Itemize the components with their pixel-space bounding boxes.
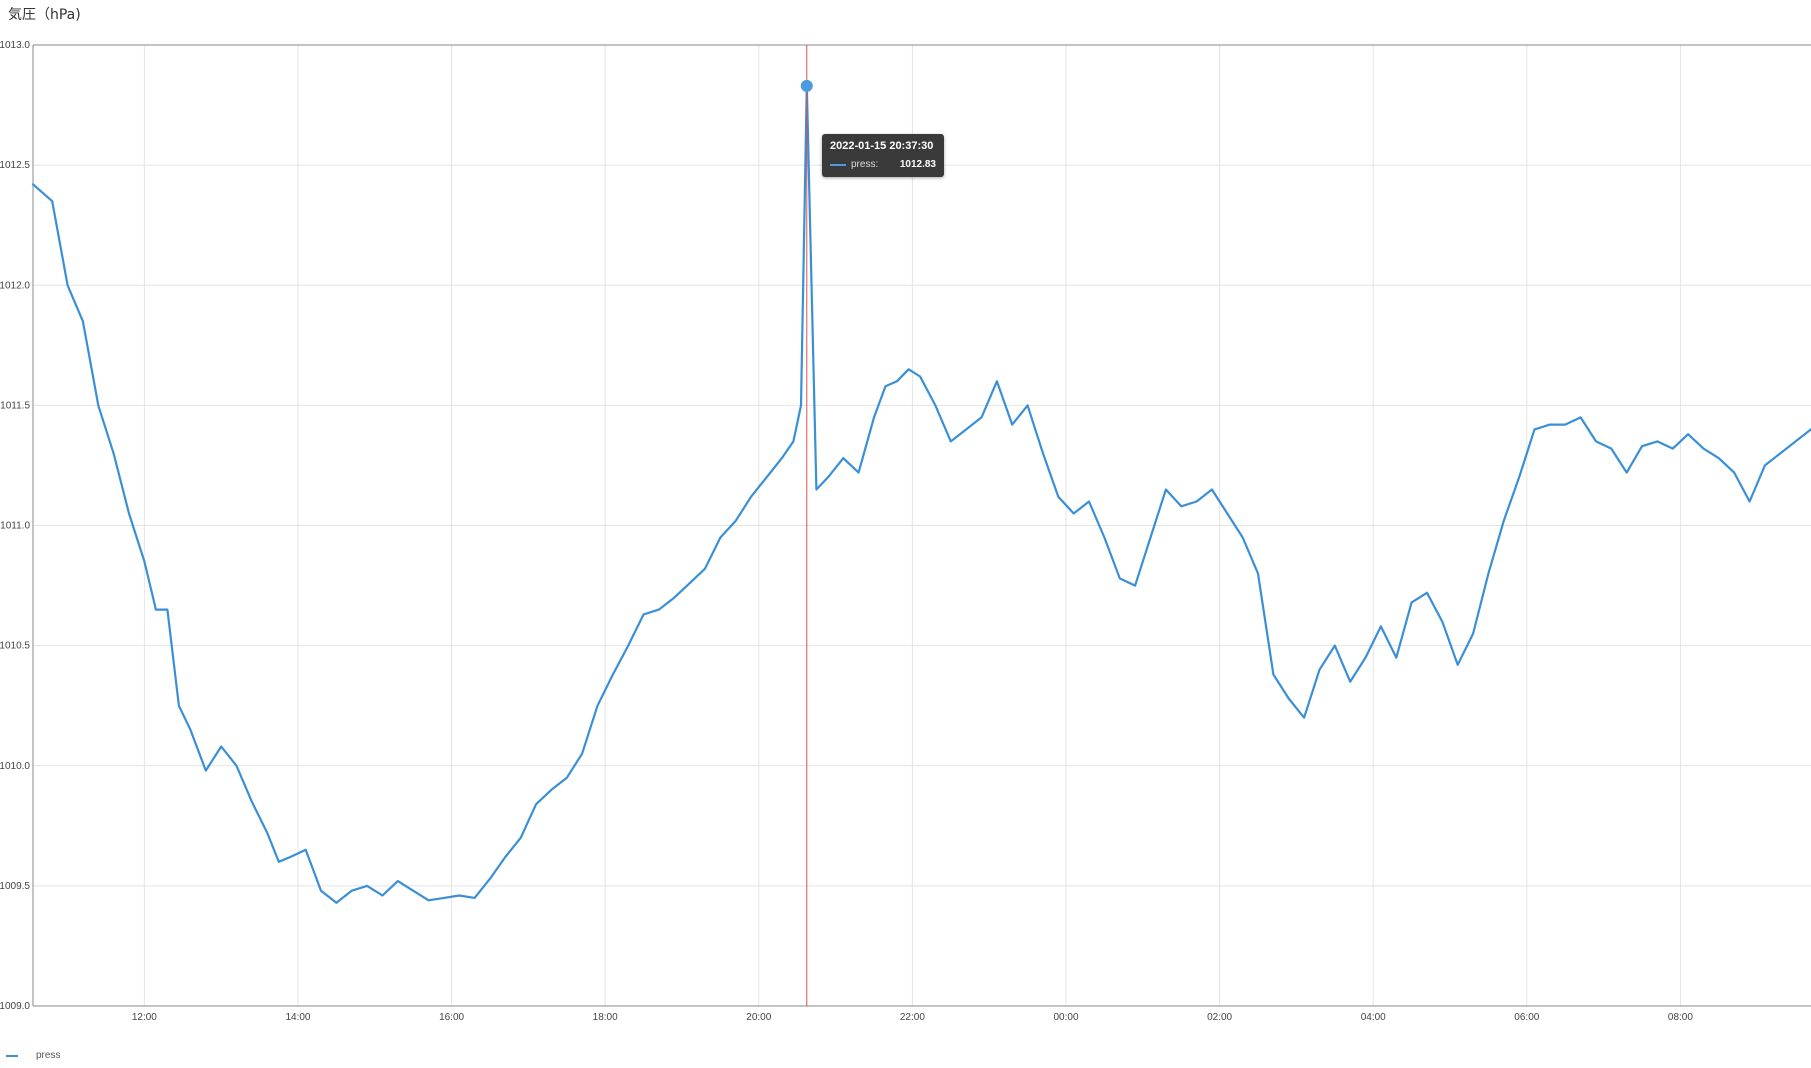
y-tick-label: 1009.5 bbox=[0, 881, 30, 892]
x-tick-label: 06:00 bbox=[1514, 1012, 1539, 1023]
series-line-press bbox=[31, 84, 1811, 904]
y-tick-label: 1011.0 bbox=[0, 521, 30, 532]
overlay-layer bbox=[800, 45, 813, 1006]
tooltip-timestamp: 2022-01-15 20:37:30 bbox=[830, 140, 934, 152]
x-tick-label: 08:00 bbox=[1668, 1012, 1693, 1023]
data-tooltip: 2022-01-15 20:37:30 press: 1012.83 bbox=[822, 134, 944, 177]
legend-swatch-press bbox=[6, 1054, 18, 1057]
chart-title: 気圧（hPa) bbox=[8, 7, 81, 23]
x-tick-label: 12:00 bbox=[132, 1012, 157, 1023]
highlight-point bbox=[800, 79, 813, 92]
y-tick-label: 1012.0 bbox=[0, 280, 30, 291]
tooltip-row: press: 1012.83 bbox=[830, 159, 936, 170]
chart-legend[interactable]: press bbox=[6, 1050, 60, 1061]
tooltip-series-label: press: bbox=[851, 159, 879, 170]
legend-label-press[interactable]: press bbox=[36, 1050, 61, 1061]
series-layer bbox=[31, 84, 1811, 904]
y-tick-label: 1012.5 bbox=[0, 160, 30, 171]
y-tick-label: 1013.0 bbox=[0, 40, 30, 51]
x-tick-label: 22:00 bbox=[900, 1012, 925, 1023]
x-tick-label: 02:00 bbox=[1207, 1012, 1232, 1023]
y-tick-label: 1011.5 bbox=[0, 400, 30, 411]
tooltip-series-swatch bbox=[830, 163, 846, 166]
y-tick-label: 1010.0 bbox=[0, 761, 30, 772]
x-tick-label: 04:00 bbox=[1361, 1012, 1386, 1023]
grid-layer bbox=[33, 44, 1811, 1007]
y-tick-label: 1010.5 bbox=[0, 641, 30, 652]
tooltip-value: 1012.83 bbox=[899, 159, 936, 170]
y-tick-label: 1009.0 bbox=[0, 1001, 30, 1012]
x-tick-label: 18:00 bbox=[593, 1012, 618, 1023]
x-tick-label: 00:00 bbox=[1053, 1012, 1078, 1023]
x-tick-label: 16:00 bbox=[439, 1012, 464, 1023]
x-tick-label: 14:00 bbox=[285, 1012, 310, 1023]
x-tick-label: 20:00 bbox=[746, 1012, 771, 1023]
axis-layer: 1009.0 1009.5 1010.0 1010.5 1011.0 1011.5 1012… bbox=[0, 40, 1811, 1023]
